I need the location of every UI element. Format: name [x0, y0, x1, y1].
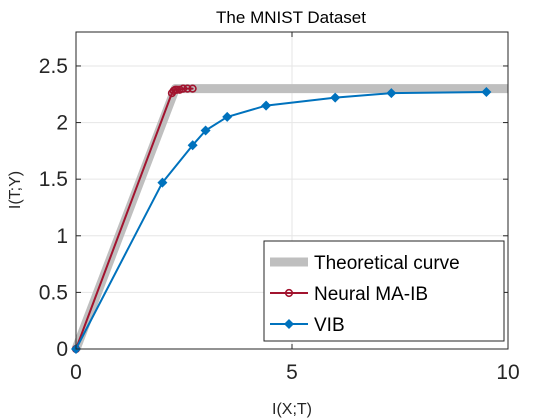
x-tick-label: 0: [70, 361, 82, 384]
data-point-neural-ma-ib: [188, 84, 197, 93]
chart-title: The MNIST Dataset: [216, 8, 366, 27]
data-point-vib: [386, 88, 397, 99]
legend: Theoretical curve Neural MA-IB VIB: [263, 240, 505, 342]
y-tick-label: 0: [56, 338, 68, 361]
data-point-vib: [330, 92, 341, 103]
data-point-neural-ma-ib: [183, 84, 192, 93]
y-tick-label: 0.5: [39, 281, 68, 304]
x-tick-label: 10: [496, 361, 519, 384]
data-point-vib: [187, 140, 198, 151]
data-point-neural-ma-ib: [179, 84, 188, 93]
data-point-vib: [157, 177, 168, 188]
y-tick-label: 2: [56, 112, 68, 135]
y-tick-label: 2.5: [39, 55, 68, 78]
data-point-vib: [200, 125, 211, 136]
legend-marker-vib: [283, 318, 295, 330]
axis-ticks: 0 5 10 0 0.5 1 1.5 2 2.5: [39, 32, 520, 384]
plot-series: [70, 84, 508, 355]
y-tick-label: 1.5: [39, 168, 68, 191]
legend-label-vib: VIB: [314, 315, 345, 336]
y-axis-label: I(T;Y): [7, 171, 24, 209]
data-point-vib: [222, 111, 233, 122]
legend-label-theoretical-curve: Theoretical curve: [314, 253, 460, 274]
y-tick-label: 1: [56, 225, 68, 248]
x-axis-label: I(X;T): [272, 401, 312, 418]
legend-marker-neural-ma-ib: [284, 288, 294, 298]
data-point-vib: [481, 86, 492, 98]
data-point-vib: [261, 100, 272, 111]
x-tick-label: 5: [286, 361, 298, 384]
legend-label-neural-ma-ib: Neural MA-IB: [314, 284, 428, 305]
